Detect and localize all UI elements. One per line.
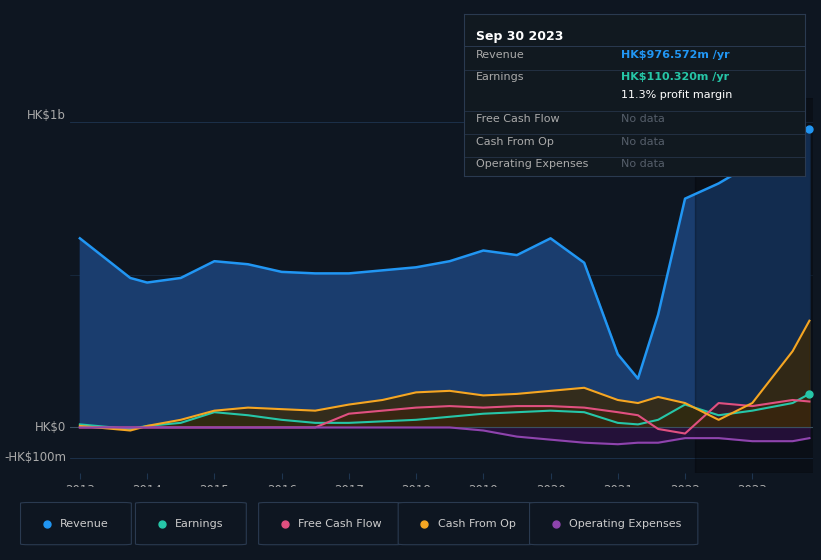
Text: Free Cash Flow: Free Cash Flow (298, 519, 382, 529)
Text: Free Cash Flow: Free Cash Flow (476, 114, 559, 124)
Bar (695, 98, 821, 473)
Text: No data: No data (621, 114, 664, 124)
Text: HK$1b: HK$1b (27, 109, 66, 123)
FancyBboxPatch shape (530, 502, 698, 545)
Text: Earnings: Earnings (175, 519, 223, 529)
Text: No data: No data (621, 137, 664, 147)
FancyBboxPatch shape (259, 502, 402, 545)
Text: Cash From Op: Cash From Op (438, 519, 516, 529)
FancyBboxPatch shape (135, 502, 246, 545)
Text: Operating Expenses: Operating Expenses (476, 160, 588, 169)
Text: 11.3% profit margin: 11.3% profit margin (621, 90, 732, 100)
Text: Cash From Op: Cash From Op (476, 137, 553, 147)
Text: -HK$100m: -HK$100m (4, 451, 66, 464)
Text: No data: No data (621, 160, 664, 169)
Text: Sep 30 2023: Sep 30 2023 (476, 30, 563, 43)
Text: HK$976.572m /yr: HK$976.572m /yr (621, 50, 729, 60)
FancyBboxPatch shape (21, 502, 131, 545)
Text: Earnings: Earnings (476, 72, 525, 82)
Text: Revenue: Revenue (60, 519, 108, 529)
Text: HK$110.320m /yr: HK$110.320m /yr (621, 72, 729, 82)
Text: HK$0: HK$0 (34, 421, 66, 434)
FancyBboxPatch shape (398, 502, 534, 545)
Text: Revenue: Revenue (476, 50, 525, 60)
Text: Operating Expenses: Operating Expenses (569, 519, 681, 529)
